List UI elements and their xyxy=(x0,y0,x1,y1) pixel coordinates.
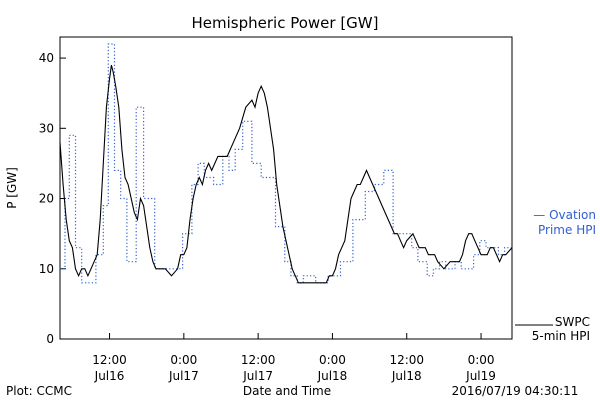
x-tick-day: Jul19 xyxy=(465,369,496,383)
y-axis: 0 10 20 30 40 xyxy=(39,51,66,346)
legend-swpc-label: 5-min HPI xyxy=(532,329,590,343)
y-tick-label: 30 xyxy=(39,121,54,135)
x-tick-day: Jul16 xyxy=(94,369,125,383)
x-tick-time: 12:00 xyxy=(389,353,424,367)
series-line-swpc xyxy=(59,64,513,284)
plot-credit: Plot: CCMC xyxy=(6,384,72,398)
x-tick-time: 0:00 xyxy=(319,353,346,367)
x-axis: 12:00 Jul16 0:00 Jul17 12:00 Jul17 0:00 Jul18 12… xyxy=(92,333,496,383)
x-axis-label: Date and Time xyxy=(243,384,331,398)
legend-ovation-label: Prime HPI xyxy=(538,223,596,237)
plot-frame xyxy=(59,36,513,340)
series-line-ovation xyxy=(60,43,512,284)
x-tick-day: Jul18 xyxy=(391,369,422,383)
x-tick-day: Jul17 xyxy=(168,369,199,383)
y-tick-label: 40 xyxy=(39,51,54,65)
x-tick-time: 0:00 xyxy=(468,353,495,367)
y-tick-label: 0 xyxy=(46,332,54,346)
x-tick-time: 12:00 xyxy=(241,353,276,367)
y-axis-label: P [GW] xyxy=(5,167,19,209)
plot-timestamp: 2016/07/19 04:30:11 xyxy=(452,384,579,398)
chart-title: Hemispheric Power [GW] xyxy=(192,14,379,32)
legend-ovation-label: — Ovation xyxy=(533,208,596,222)
x-tick-time: 0:00 xyxy=(170,353,197,367)
x-tick-day: Jul17 xyxy=(242,369,273,383)
y-tick-label: 10 xyxy=(39,262,54,276)
y-tick-label: 20 xyxy=(39,192,54,206)
x-tick-time: 12:00 xyxy=(92,353,127,367)
legend-swpc-label: SWPC xyxy=(555,315,590,329)
series-group xyxy=(59,43,513,284)
x-tick-day: Jul18 xyxy=(317,369,348,383)
